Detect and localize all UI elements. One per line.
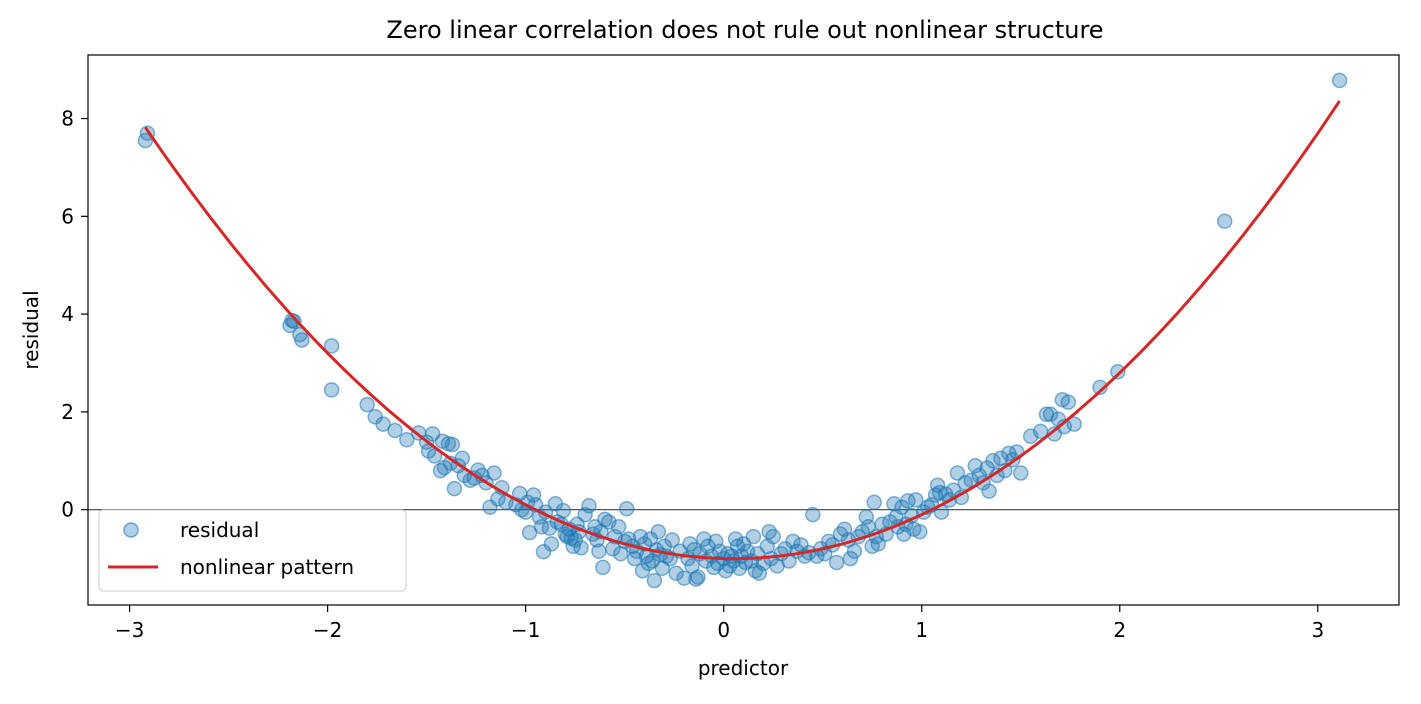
residual-point: [535, 543, 552, 560]
residual-point: [573, 540, 589, 556]
x-tick-label: −2: [313, 618, 342, 642]
residual-point: [650, 523, 667, 540]
residual-point: [294, 332, 310, 348]
residual-point: [696, 531, 712, 547]
residual-point: [323, 338, 340, 354]
residual-point: [842, 550, 859, 567]
residual-point: [967, 457, 983, 474]
residual-point: [387, 422, 403, 439]
x-axis-label: predictor: [698, 656, 789, 680]
residual-point: [577, 506, 593, 523]
legend: residual nonlinear pattern: [98, 509, 407, 592]
residual-point: [486, 465, 502, 481]
residual-point: [981, 483, 997, 499]
residual-point: [1216, 213, 1233, 229]
residual-point: [581, 498, 597, 514]
residual-point: [805, 506, 821, 523]
y-tick-label: 4: [61, 302, 74, 326]
residual-point: [828, 554, 845, 571]
residual-point: [912, 523, 928, 540]
plot-frame: [87, 54, 1400, 606]
y-tick-label: 6: [61, 204, 74, 228]
residual-point: [359, 396, 375, 413]
chart-title: Zero linear correlation does not rule ou…: [386, 16, 1103, 44]
residual-point: [323, 382, 340, 398]
residual-point: [591, 543, 607, 559]
residual-point: [399, 432, 415, 448]
x-tick-label: −3: [115, 618, 144, 642]
y-tick-label: 2: [61, 400, 74, 424]
residual-point: [595, 559, 611, 576]
residual-point: [543, 536, 560, 552]
x-tick-label: 0: [717, 618, 730, 642]
residual-point: [618, 500, 635, 517]
residual-point: [567, 532, 583, 548]
legend-residual-marker: [123, 522, 139, 538]
x-tick-label: 1: [915, 618, 928, 642]
residual-point: [745, 528, 762, 545]
nonlinear-pattern-curve: [144, 100, 1341, 561]
y-axis-label: residual: [19, 290, 43, 369]
residual-point: [444, 436, 461, 453]
residual-point: [446, 480, 463, 497]
residual-point: [765, 528, 781, 545]
residual-point: [555, 502, 572, 519]
residual-point: [1013, 465, 1029, 481]
residual-point: [286, 313, 302, 330]
y-tick-label: 8: [61, 107, 74, 131]
residual-point: [731, 560, 748, 577]
residual-point: [1066, 416, 1082, 432]
residual-point: [375, 416, 391, 432]
x-tick-label: 3: [1311, 618, 1324, 642]
residual-point: [668, 565, 684, 581]
x-tick-label: −1: [511, 618, 540, 642]
residual-point: [664, 532, 680, 548]
residual-point: [610, 519, 627, 535]
legend-residual-label: residual: [180, 518, 259, 542]
residual-point: [1110, 364, 1126, 380]
residual-point: [688, 571, 704, 587]
legend-curve-label: nonlinear pattern: [180, 555, 354, 579]
residual-point: [1060, 394, 1077, 410]
residual-point: [908, 492, 924, 508]
x-tick-label: 2: [1113, 618, 1126, 642]
residual-point: [646, 572, 663, 589]
residual-point: [1331, 72, 1348, 89]
residual-point: [846, 543, 863, 559]
legend-box: [98, 509, 407, 592]
y-tick-label: 0: [61, 498, 74, 522]
residual-point: [1042, 406, 1059, 423]
residual-point: [866, 494, 882, 511]
residual-point: [1092, 379, 1108, 396]
residual-point: [690, 569, 706, 585]
